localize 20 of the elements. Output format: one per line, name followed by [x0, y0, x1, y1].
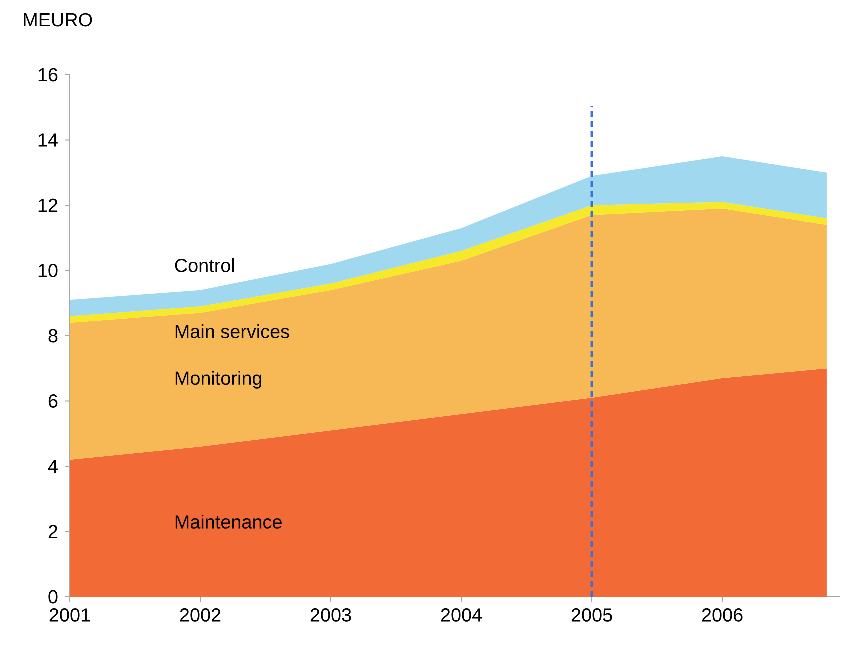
- y-tick-label: 10: [38, 264, 58, 278]
- y-tick-label: 16: [38, 68, 58, 82]
- y-tick-label: 2: [48, 525, 58, 538]
- y-tick-label: 14: [38, 134, 58, 147]
- series-label: Monitoring: [176, 371, 262, 389]
- x-tick-label: 2004: [441, 608, 482, 622]
- y-tick-label: 6: [48, 394, 58, 408]
- y-tick-label: 4: [48, 460, 58, 474]
- y-tick-label: 0: [48, 590, 58, 604]
- x-tick-label: 2006: [702, 608, 743, 622]
- series-label: Control: [175, 258, 234, 272]
- series-label: Maintenance: [176, 515, 282, 529]
- y-axis-title: MEURO: [24, 13, 92, 27]
- series-label: Main services: [176, 324, 290, 338]
- x-tick-label: 2003: [310, 608, 352, 622]
- x-tick-label: 2005: [572, 608, 612, 622]
- x-tick-label: 2001: [50, 608, 90, 622]
- y-tick-label: 12: [38, 198, 58, 212]
- y-tick-label: 8: [48, 329, 58, 343]
- x-tick-label: 2002: [180, 608, 221, 622]
